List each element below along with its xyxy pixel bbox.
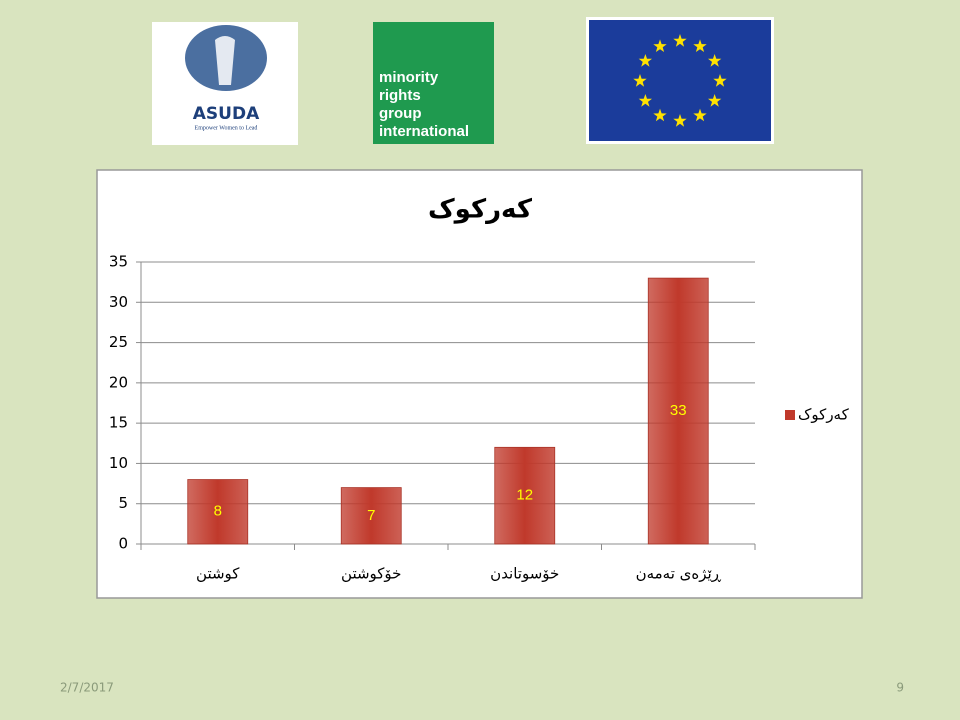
- chart-title: کەرکوک: [428, 195, 533, 225]
- x-tick-label: خۆسوتاندن: [490, 565, 559, 583]
- y-tick-label: 15: [109, 414, 128, 432]
- flag-star: [708, 54, 722, 67]
- logo-name: ASUDA: [193, 104, 260, 124]
- bar: [187, 479, 249, 545]
- y-tick-label: 0: [118, 535, 128, 553]
- mrg-logo: minority rights group international: [373, 22, 494, 144]
- flag-star: [653, 108, 667, 122]
- flag-star: [713, 74, 727, 87]
- flag-star: [693, 39, 707, 52]
- x-tick-label: کوشتن: [196, 565, 240, 583]
- y-tick-label: 10: [109, 454, 128, 472]
- flag-star: [638, 94, 652, 107]
- legend-label: کەرکوک: [798, 406, 850, 424]
- data-label: 7: [367, 507, 375, 524]
- flag-star: [653, 39, 667, 52]
- logo-tagline: Empower Women to Lead: [195, 125, 258, 131]
- flag-star: [708, 94, 722, 107]
- logo-box: [373, 22, 494, 144]
- flag-star: [633, 74, 647, 87]
- x-tick-label: ڕێژەی تەمەن: [636, 565, 722, 583]
- eu-flag: [586, 17, 774, 144]
- logo-text: minority rights group international: [379, 69, 469, 140]
- y-tick-label: 20: [109, 373, 128, 391]
- flag-star: [673, 34, 687, 47]
- bar: [647, 277, 709, 545]
- asuda-logo: ASUDA Empower Women to Lead: [152, 22, 298, 145]
- y-tick-label: 5: [118, 494, 128, 512]
- logo-line: minority: [379, 69, 439, 86]
- data-label: 33: [670, 402, 687, 419]
- y-tick-label: 35: [109, 253, 128, 271]
- footer-date: 2/7/2017: [60, 681, 114, 695]
- flag-star: [693, 108, 707, 122]
- logo-line: group: [379, 105, 422, 122]
- data-label: 12: [516, 487, 533, 504]
- flag-star: [638, 54, 652, 67]
- flag-star: [673, 114, 687, 127]
- logo-figure: [215, 36, 235, 85]
- footer-page: 9: [896, 681, 904, 695]
- y-tick-label: 25: [109, 333, 128, 351]
- bar: [494, 446, 556, 545]
- legend-swatch: [785, 410, 795, 420]
- chart: 0 5 10 15 20 25 30 35 کوشتن 8 خۆکوشتن 7 خۆسوتاندن 12 ڕ…: [109, 253, 850, 583]
- logo-line: international: [379, 123, 469, 140]
- bar: [340, 487, 402, 545]
- logo-line: rights: [379, 87, 421, 104]
- data-label: 8: [214, 503, 222, 520]
- x-tick-label: خۆکوشتن: [341, 565, 401, 583]
- y-tick-label: 30: [109, 293, 128, 311]
